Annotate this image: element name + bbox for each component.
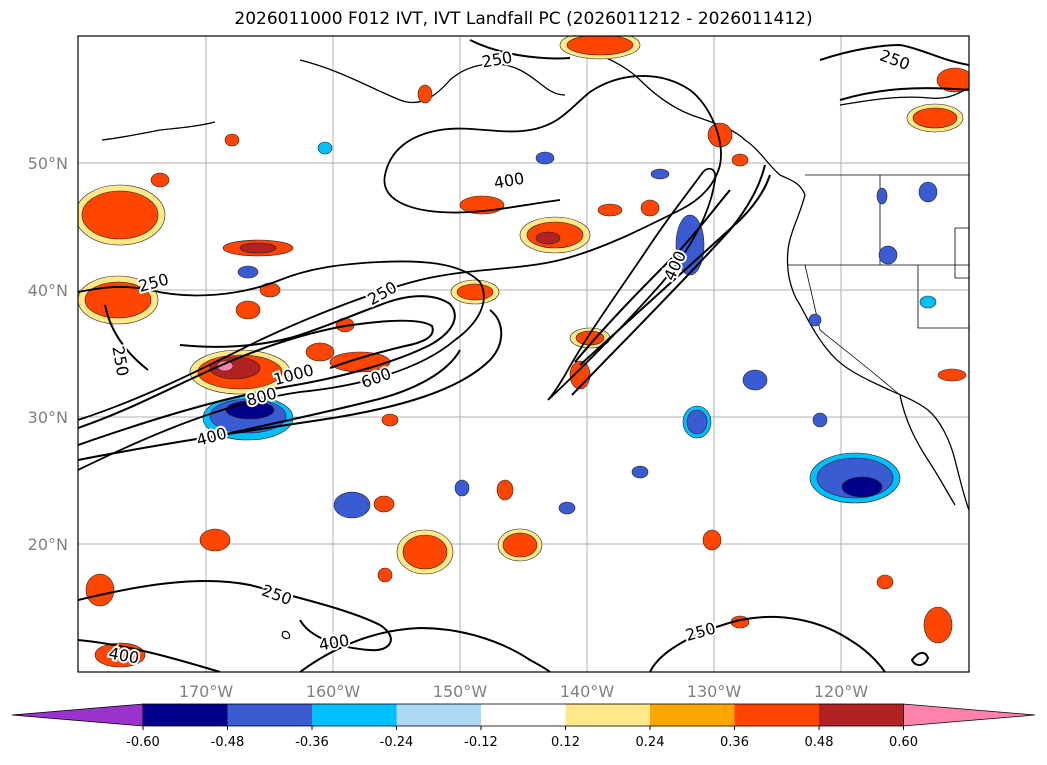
colorbar-tick-label: 0.36 xyxy=(720,735,749,750)
colorbar-tick-label: 0.24 xyxy=(636,735,665,750)
colorbar-tick-label: -0.12 xyxy=(464,735,498,750)
colorbar-outline xyxy=(142,703,904,727)
lat-label: 20°N xyxy=(28,535,68,554)
colorbar-segment xyxy=(143,704,228,726)
colorbar-segment xyxy=(819,704,904,726)
colorbar-segment xyxy=(734,704,819,726)
map-title: 2026011000 F012 IVT, IVT Landfall PC (20… xyxy=(234,9,813,29)
colorbar-tick-label: 0.12 xyxy=(551,735,580,750)
map-frame xyxy=(77,35,970,673)
lon-label: 160°W xyxy=(306,682,361,701)
positive-pc-patches xyxy=(78,36,969,668)
colorbar-extend-min xyxy=(11,703,144,727)
lat-label: 50°N xyxy=(28,154,68,173)
lon-label: 140°W xyxy=(560,682,615,701)
ivt-contours xyxy=(78,39,969,672)
colorbar-tick-label: -0.48 xyxy=(211,735,245,750)
colorbar-segment xyxy=(650,704,735,726)
lon-label: 150°W xyxy=(433,682,488,701)
lon-label: 170°W xyxy=(179,682,234,701)
lon-label: 120°W xyxy=(814,682,869,701)
colorbar-tick-label: 0.48 xyxy=(805,735,834,750)
colorbar-segment xyxy=(565,704,650,726)
lat-label: 30°N xyxy=(28,408,68,427)
colorbar-tick-label: -0.36 xyxy=(295,735,329,750)
lat-label: 40°N xyxy=(28,281,68,300)
latitude-labels: 50°N 40°N 30°N 20°N xyxy=(28,154,68,554)
colorbar-segment xyxy=(227,704,312,726)
colorbar-tick-label: 0.60 xyxy=(889,735,918,750)
colorbar-segment xyxy=(396,704,481,726)
colorbar-tick-label: -0.60 xyxy=(126,735,160,750)
colorbar-segment xyxy=(481,704,566,726)
lon-label: 130°W xyxy=(687,682,742,701)
colorbar-extend-max xyxy=(903,703,1036,727)
colorbar-segment xyxy=(312,704,397,726)
longitude-labels: 170°W 160°W 150°W 140°W 130°W 120°W xyxy=(179,682,869,701)
colorbar-tick-label: -0.24 xyxy=(380,735,414,750)
colorbar: -0.60 -0.48 -0.36 -0.24 -0.12 0.12 0.24 0.36 0.4… xyxy=(11,703,1036,750)
